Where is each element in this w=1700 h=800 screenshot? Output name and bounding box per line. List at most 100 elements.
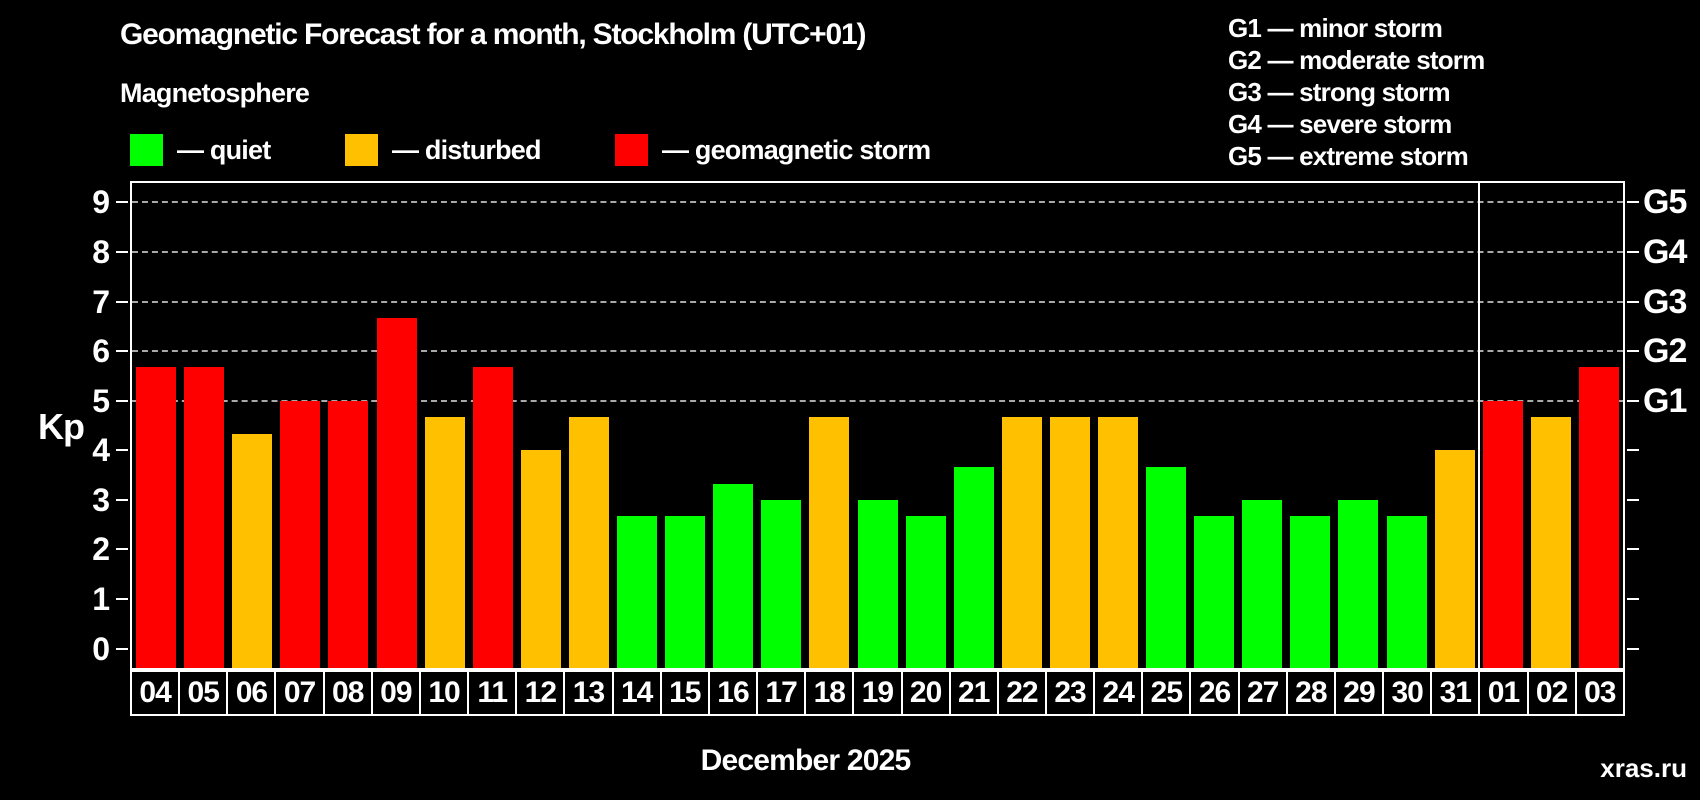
bar-day-31 <box>1434 450 1475 668</box>
g-legend-line-g3: G3 — strong storm <box>1228 77 1451 107</box>
x-label-04: 04 <box>130 670 181 716</box>
gridline-kp-9 <box>132 201 1623 204</box>
bar-day-22 <box>1001 417 1042 668</box>
x-label-24: 24 <box>1093 670 1144 716</box>
y-tick-left-5 <box>116 399 128 402</box>
bar-day-04 <box>136 367 177 668</box>
y-tick-right-5 <box>1627 399 1639 402</box>
quiet-color-swatch <box>130 134 163 166</box>
bar-day-19 <box>857 499 898 668</box>
y-tick-left-3 <box>116 498 128 501</box>
y-label-1: 1 <box>92 581 110 618</box>
x-label-02: 02 <box>1526 670 1577 716</box>
x-axis-title: December 2025 <box>700 744 912 777</box>
y-tick-left-1 <box>116 598 128 601</box>
bar-day-01 <box>1482 400 1523 668</box>
disturbed-color-swatch <box>345 134 378 166</box>
x-label-03: 03 <box>1574 670 1625 716</box>
bar-day-21 <box>953 466 994 668</box>
bar-day-09 <box>376 317 417 668</box>
y-label-2: 2 <box>92 531 110 568</box>
bar-day-11 <box>472 367 513 668</box>
page-title: Geomagnetic Forecast for a month, Stockh… <box>120 18 866 51</box>
y-tick-left-9 <box>116 201 128 204</box>
gridline-kp-8 <box>132 250 1623 253</box>
g-legend-line-g1: G1 — minor storm <box>1228 13 1443 43</box>
x-label-20: 20 <box>900 670 951 716</box>
y-axis-title: Kp <box>38 406 85 447</box>
g-legend-line-g2: G2 — moderate storm <box>1228 45 1485 75</box>
y-tick-left-6 <box>116 350 128 353</box>
x-label-05: 05 <box>178 670 229 716</box>
bar-day-26 <box>1194 516 1235 668</box>
bar-day-14 <box>617 516 658 668</box>
y-tick-right-9 <box>1627 201 1639 204</box>
bar-day-08 <box>328 400 369 668</box>
legend-quiet: — quiet <box>130 133 271 167</box>
bar-day-13 <box>568 417 609 668</box>
y-tick-right-6 <box>1627 350 1639 353</box>
g-label-g5: G5 <box>1643 183 1687 222</box>
x-label-10: 10 <box>418 670 470 716</box>
g-legend-line-g4: G4 — severe storm <box>1228 109 1452 139</box>
y-label-4: 4 <box>92 432 110 469</box>
bar-day-02 <box>1530 417 1571 668</box>
y-label-8: 8 <box>92 233 110 270</box>
x-label-25: 25 <box>1141 670 1192 716</box>
x-label-14: 14 <box>611 670 662 716</box>
y-label-9: 9 <box>92 184 110 221</box>
bar-day-10 <box>424 417 465 668</box>
y-tick-left-7 <box>116 300 128 303</box>
bar-day-18 <box>809 417 850 668</box>
bar-day-06 <box>232 433 273 668</box>
x-label-09: 09 <box>370 670 421 716</box>
x-label-27: 27 <box>1237 670 1288 716</box>
x-label-13: 13 <box>563 670 614 716</box>
x-label-06: 06 <box>226 670 277 716</box>
y-tick-right-3 <box>1627 498 1639 501</box>
watermark: xras.ru <box>1600 753 1687 783</box>
x-label-16: 16 <box>707 670 759 716</box>
bar-day-20 <box>905 516 946 668</box>
x-label-29: 29 <box>1333 670 1385 716</box>
g-label-g2: G2 <box>1643 332 1687 371</box>
g-label-g4: G4 <box>1643 232 1687 271</box>
g-scale-legend: G1 — minor storm G2 — moderate storm G3 … <box>1228 12 1485 172</box>
x-label-18: 18 <box>804 670 855 716</box>
month-separator-line <box>1477 183 1480 668</box>
y-label-3: 3 <box>92 481 110 518</box>
x-label-01: 01 <box>1478 670 1529 716</box>
y-tick-right-7 <box>1627 300 1639 303</box>
legend-storm: — geomagnetic storm <box>615 133 931 167</box>
g-label-g3: G3 <box>1643 282 1687 321</box>
bar-day-29 <box>1338 499 1379 668</box>
magnetosphere-label: Magnetosphere <box>120 78 310 108</box>
y-tick-right-4 <box>1627 449 1639 452</box>
bar-day-15 <box>665 516 706 668</box>
bar-day-03 <box>1578 367 1619 668</box>
g-legend-line-g5: G5 — extreme storm <box>1228 141 1469 171</box>
bar-day-28 <box>1290 516 1331 668</box>
bar-day-24 <box>1097 417 1138 668</box>
gridline-kp-6 <box>132 350 1623 353</box>
x-label-22: 22 <box>996 670 1047 716</box>
legend-storm-label: — geomagnetic storm <box>662 134 931 165</box>
x-label-17: 17 <box>756 670 807 716</box>
x-label-21: 21 <box>948 670 999 716</box>
bar-day-27 <box>1242 499 1283 668</box>
y-tick-left-2 <box>116 548 128 551</box>
legend-disturbed: — disturbed <box>345 133 542 167</box>
x-label-11: 11 <box>467 670 518 716</box>
bar-day-25 <box>1146 466 1187 668</box>
bar-day-17 <box>761 499 802 668</box>
x-label-08: 08 <box>322 670 373 716</box>
y-tick-right-1 <box>1627 598 1639 601</box>
bar-day-07 <box>280 400 321 668</box>
g-label-g1: G1 <box>1643 381 1687 420</box>
storm-color-swatch <box>615 134 648 166</box>
gridline-kp-5 <box>132 399 1623 402</box>
x-label-31: 31 <box>1430 670 1481 716</box>
y-tick-left-0 <box>116 647 128 650</box>
y-tick-right-8 <box>1627 250 1639 253</box>
